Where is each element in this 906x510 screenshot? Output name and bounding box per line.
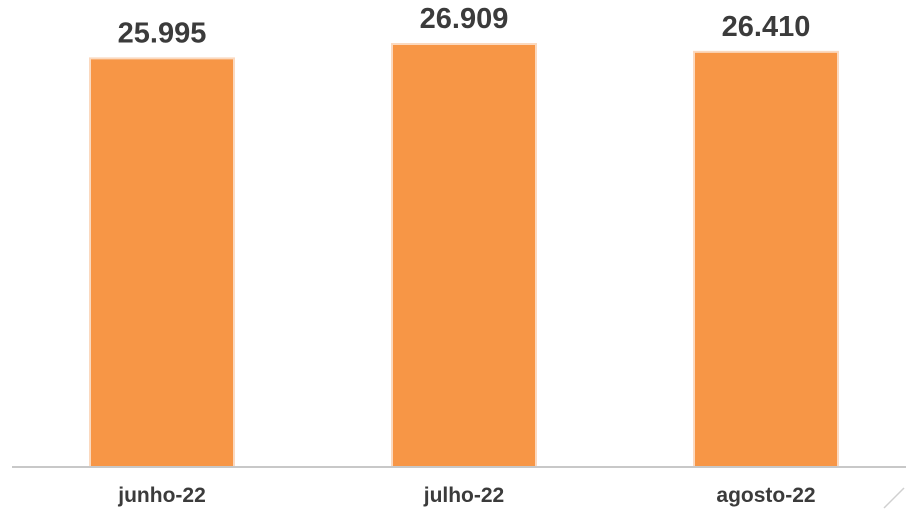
corner-mark bbox=[883, 487, 905, 509]
bar-agosto-22 bbox=[693, 50, 839, 468]
bar-julho-22 bbox=[391, 43, 537, 468]
x-tick-label-julho-22: julho-22 bbox=[423, 484, 505, 507]
bars-group bbox=[89, 43, 839, 468]
x-tick-labels-group: junho-22 julho-22 agosto-22 bbox=[117, 484, 815, 507]
bar-junho-22 bbox=[89, 57, 235, 468]
x-tick-label-agosto-22: agosto-22 bbox=[716, 484, 815, 507]
data-labels-group: 25.995 26.909 26.410 bbox=[118, 3, 811, 49]
data-label-julho-22: 26.909 bbox=[420, 3, 509, 35]
data-label-agosto-22: 26.410 bbox=[722, 11, 811, 43]
x-tick-label-junho-22: junho-22 bbox=[117, 484, 206, 507]
data-label-junho-22: 25.995 bbox=[118, 17, 207, 49]
